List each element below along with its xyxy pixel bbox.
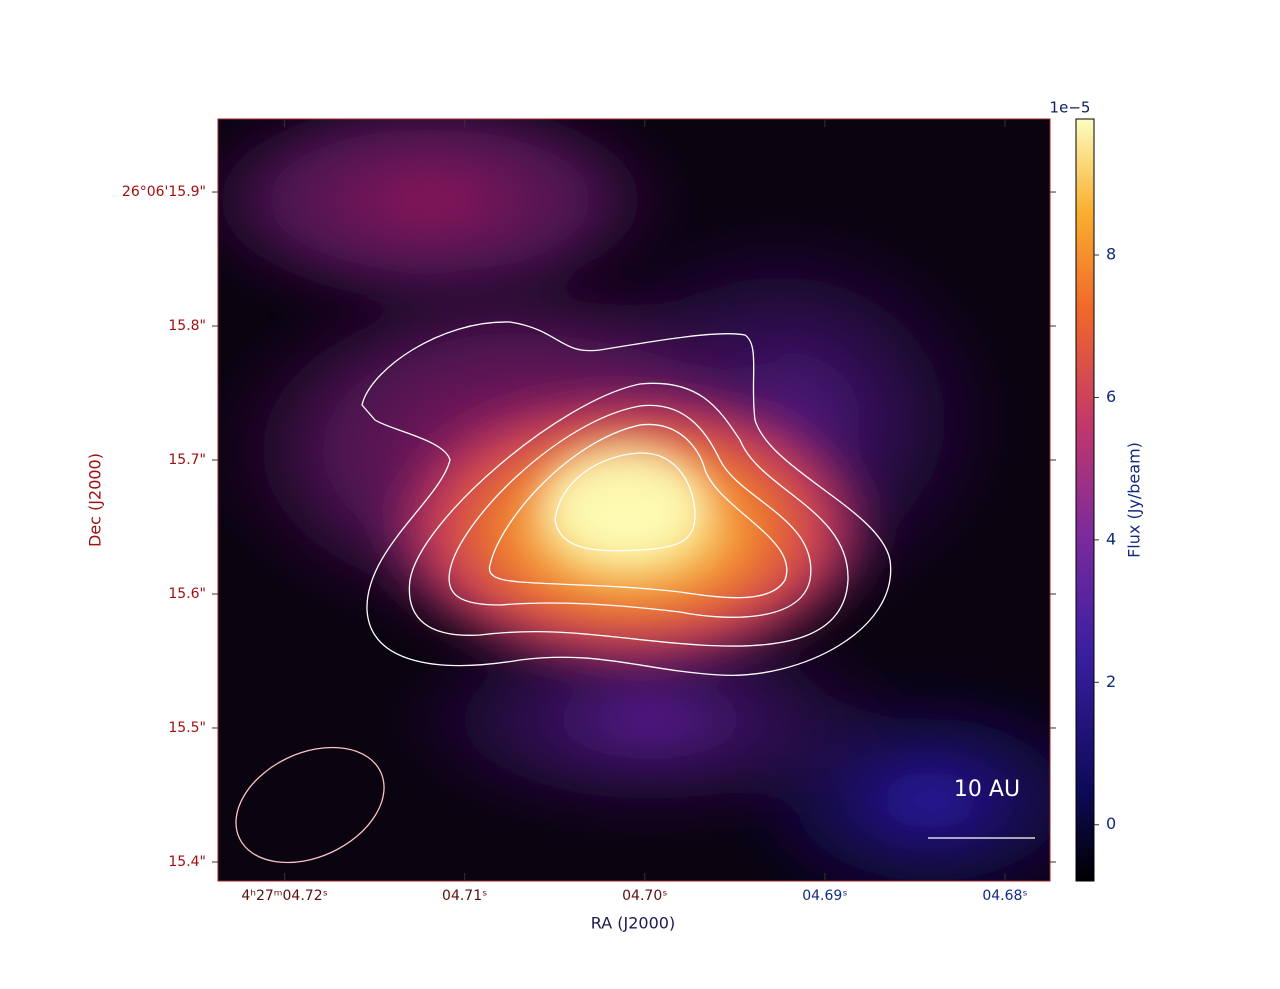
contours [361, 321, 892, 676]
x-tick-label: 4ʰ27ᵐ04.72ˢ [241, 888, 327, 904]
x-label: RA (J2000) [591, 914, 675, 933]
y-tick-label: 15.4" [168, 854, 206, 870]
colorbar-tick-label: 8 [1106, 245, 1116, 264]
y-tick-label: 15.6" [168, 586, 206, 602]
x-tick-label: 04.68ˢ [982, 888, 1027, 904]
image [218, 119, 1050, 881]
x-tick-label: 04.71ˢ [442, 888, 487, 904]
colorbar-tick-label: 0 [1106, 814, 1116, 833]
colorbar-label: Flux (Jy/beam) [1125, 442, 1144, 558]
x-tick-label: 04.69ˢ [802, 888, 847, 904]
colorbar-offset: 1e−5 [1050, 99, 1091, 117]
y-tick-label: 26°06'15.9" [122, 184, 206, 200]
y-tick-label: 15.5" [168, 720, 206, 736]
beam [235, 746, 385, 864]
y-tick-label: 15.7" [168, 452, 206, 468]
colorbar-tick-label: 2 [1106, 672, 1116, 691]
x-tick-label: 04.70ˢ [622, 888, 667, 904]
colorbar [1075, 118, 1095, 882]
y-label: Dec (J2000) [86, 453, 105, 547]
colorbar-tick-label: 4 [1106, 529, 1116, 548]
y-tick-label: 15.8" [168, 318, 206, 334]
axes-frame [217, 118, 1051, 882]
colorbar-tick-label: 6 [1106, 387, 1116, 406]
scale-label: 10 AU [954, 777, 1020, 802]
